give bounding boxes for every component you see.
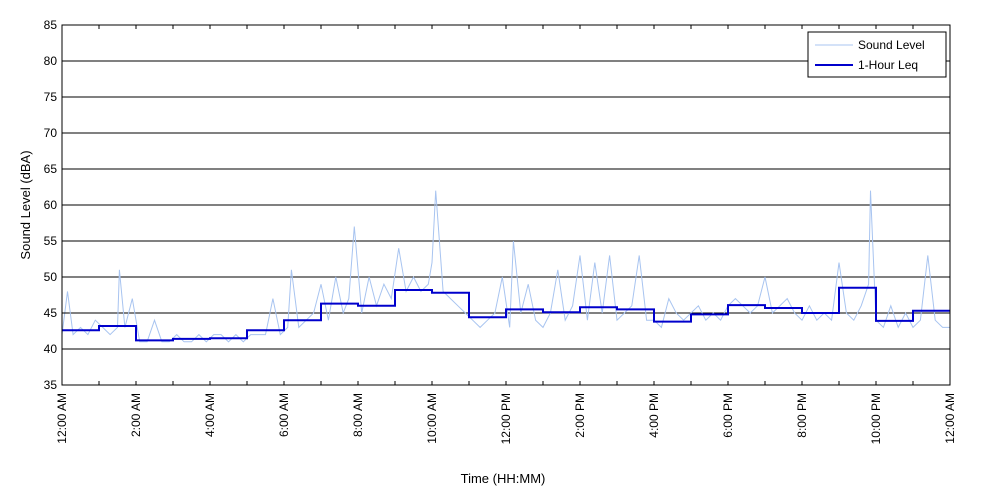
grid-lines — [62, 60, 950, 350]
y-tick-label-60: 60 — [44, 198, 58, 212]
y-tick-label-55: 55 — [44, 234, 58, 248]
legend: Sound Level 1-Hour Leq — [807, 31, 947, 78]
x-tick-label-6: 12:00 PM — [499, 393, 513, 444]
y-tick-label-80: 80 — [44, 54, 58, 68]
y-tick-label-65: 65 — [44, 162, 58, 176]
x-tick-label-3: 6:00 AM — [277, 393, 291, 437]
x-tick-label-11: 10:00 PM — [869, 393, 883, 444]
x-axis-title: Time (HH:MM) — [461, 471, 546, 486]
y-tick-labels: 35 40 45 50 55 60 65 70 75 80 85 — [44, 18, 58, 392]
x-tick-label-7: 2:00 PM — [573, 393, 587, 438]
plot-area — [61, 190, 950, 343]
series-sound-level-line — [61, 190, 950, 343]
y-axis-title: Sound Level (dBA) — [18, 150, 33, 259]
x-tick-label-0: 12:00 AM — [55, 393, 69, 444]
y-tick-label-85: 85 — [44, 18, 58, 32]
x-tick-label-10: 8:00 PM — [795, 393, 809, 438]
x-tick-label-9: 6:00 PM — [721, 393, 735, 438]
plot-frame — [61, 24, 951, 386]
x-tick-label-1: 2:00 AM — [129, 393, 143, 437]
x-tick-labels: 12:00 AM 2:00 AM 4:00 AM 6:00 AM 8:00 AM 10:0… — [55, 393, 957, 444]
legend-label-sound-level: Sound Level — [858, 38, 925, 52]
y-tick-label-50: 50 — [44, 270, 58, 284]
x-tick-label-5: 10:00 AM — [425, 393, 439, 444]
y-tick-label-45: 45 — [44, 306, 58, 320]
y-tick-label-70: 70 — [44, 126, 58, 140]
x-tick-label-2: 4:00 AM — [203, 393, 217, 437]
x-tick-label-12: 12:00 AM — [943, 393, 957, 444]
x-tick-label-4: 8:00 AM — [351, 393, 365, 437]
y-tick-label-35: 35 — [44, 378, 58, 392]
legend-label-1-hour-leq: 1-Hour Leq — [858, 58, 918, 72]
y-tick-label-75: 75 — [44, 90, 58, 104]
series-1-hour-leq-line — [62, 286, 950, 342]
legend-box — [807, 31, 947, 78]
axes — [61, 24, 951, 386]
y-tick-label-40: 40 — [44, 342, 58, 356]
x-tick-label-8: 4:00 PM — [647, 393, 661, 438]
